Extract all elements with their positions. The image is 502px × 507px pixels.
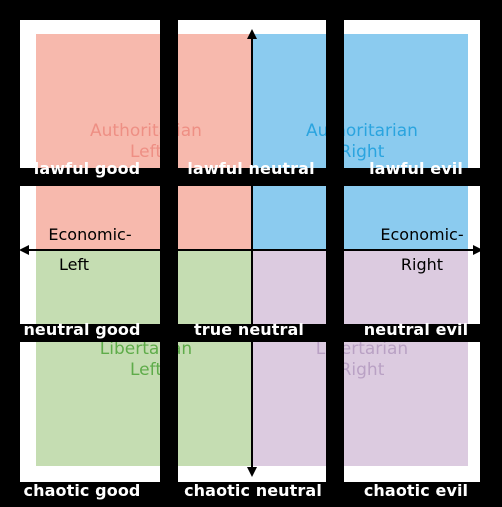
axis-label-economic-right-line2: Right: [401, 255, 443, 274]
axis-label-economic-left-line2: Left: [59, 255, 89, 274]
cell-label-lawful-good: lawful good: [33, 159, 141, 178]
axis-label-economic-left-line1: Economic-: [48, 225, 131, 244]
cell-label-lawful-evil: lawful evil: [369, 159, 463, 178]
quadrant-libertarian-left: [36, 250, 252, 466]
axis-label-economic-right-line1: Economic-: [380, 225, 463, 244]
quadrant-authoritarian-right: [252, 34, 468, 250]
quadrant-label-libertarian-left-line2: Left: [130, 360, 162, 380]
cell-label-neutral-evil: neutral evil: [363, 320, 469, 339]
quadrant-label-authoritarian-right-line1: Authoritarian: [306, 121, 418, 141]
quadrant-label-authoritarian-right-line2: Right: [340, 142, 385, 162]
quadrant-label-libertarian-left-line1: Libertarian: [100, 339, 192, 359]
quadrant-label-libertarian-right-line2: Right: [340, 360, 385, 380]
cell-label-chaotic-good: chaotic good: [23, 481, 141, 500]
political-compass: Authoritarian Left Authoritarian Right L…: [20, 29, 480, 477]
cell-label-neutral-good: neutral good: [23, 320, 141, 339]
quadrant-label-authoritarian-left-line2: Left: [130, 142, 162, 162]
cell-label-chaotic-neutral: chaotic neutral: [184, 481, 322, 500]
cell-label-lawful-neutral: lawful neutral: [187, 159, 315, 178]
cell-label-true-neutral: true neutral: [193, 320, 305, 339]
quadrant-libertarian-right: [252, 250, 468, 466]
cell-label-chaotic-evil: chaotic evil: [363, 481, 469, 500]
quadrant-label-libertarian-right-line1: Libertarian: [316, 339, 408, 359]
quadrant-label-authoritarian-left-line1: Authoritarian: [90, 121, 202, 141]
quadrant-authoritarian-left: [36, 34, 252, 250]
